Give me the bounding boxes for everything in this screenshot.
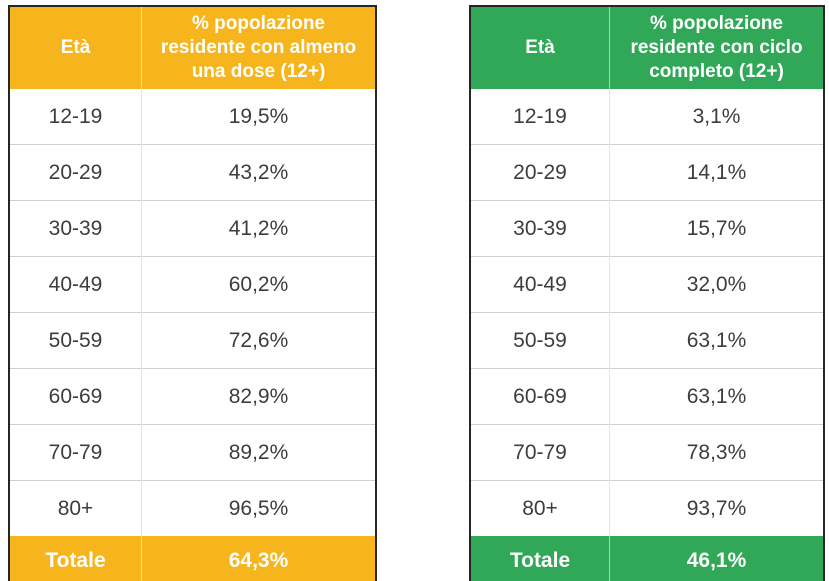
value-cell: 32,0% [609, 256, 824, 313]
value-cell: 78,3% [609, 424, 824, 481]
age-column-header: Età [9, 6, 142, 89]
value-cell: 96,5% [141, 480, 376, 536]
table-row: 40-49 60,2% [9, 256, 376, 313]
age-cell: 70-79 [470, 424, 610, 481]
age-cell: 12-19 [470, 89, 610, 145]
header-row: Età % popolazione residente con ciclo co… [470, 6, 824, 89]
table-first-dose-header: Età % popolazione residente con almeno u… [9, 6, 376, 89]
table-full-cycle-header: Età % popolazione residente con ciclo co… [470, 6, 824, 89]
age-cell: 60-69 [470, 368, 610, 425]
total-label: Totale [9, 536, 142, 581]
age-cell: 70-79 [9, 424, 142, 481]
total-value: 64,3% [141, 536, 376, 581]
table-row: 60-69 63,1% [470, 368, 824, 425]
age-cell: 30-39 [9, 200, 142, 257]
age-cell: 60-69 [9, 368, 142, 425]
age-cell: 20-29 [470, 144, 610, 201]
table-row: 60-69 82,9% [9, 368, 376, 425]
age-cell: 40-49 [9, 256, 142, 313]
table-row: 20-29 43,2% [9, 144, 376, 201]
value-cell: 43,2% [141, 144, 376, 201]
value-cell: 15,7% [609, 200, 824, 257]
age-column-header: Età [470, 6, 610, 89]
age-cell: 50-59 [9, 312, 142, 369]
table-row: 12-19 19,5% [9, 89, 376, 145]
table-first-dose: Età % popolazione residente con almeno u… [8, 5, 377, 581]
value-cell: 60,2% [141, 256, 376, 313]
age-cell: 50-59 [470, 312, 610, 369]
table-full-cycle-footer: Totale 46,1% [470, 536, 824, 581]
table-first-dose-body: 12-19 19,5% 20-29 43,2% 30-39 41,2% 40-4… [9, 89, 376, 536]
value-cell: 82,9% [141, 368, 376, 425]
value-cell: 89,2% [141, 424, 376, 481]
value-column-header: % popolazione residente con ciclo comple… [609, 6, 824, 89]
table-row: 50-59 72,6% [9, 312, 376, 369]
total-value: 46,1% [609, 536, 824, 581]
value-cell: 14,1% [609, 144, 824, 201]
total-row: Totale 64,3% [9, 536, 376, 581]
table-row: 40-49 32,0% [470, 256, 824, 313]
table-row: 30-39 41,2% [9, 200, 376, 257]
table-row: 12-19 3,1% [470, 89, 824, 145]
table-full-cycle: Età % popolazione residente con ciclo co… [469, 5, 825, 581]
table-full-cycle-body: 12-19 3,1% 20-29 14,1% 30-39 15,7% 40-49… [470, 89, 824, 536]
table-row: 50-59 63,1% [470, 312, 824, 369]
table-row: 70-79 89,2% [9, 424, 376, 481]
total-row: Totale 46,1% [470, 536, 824, 581]
table-row: 30-39 15,7% [470, 200, 824, 257]
table-first-dose-footer: Totale 64,3% [9, 536, 376, 581]
header-row: Età % popolazione residente con almeno u… [9, 6, 376, 89]
value-column-header: % popolazione residente con almeno una d… [141, 6, 376, 89]
age-cell: 12-19 [9, 89, 142, 145]
table-row: 80+ 96,5% [9, 480, 376, 536]
table-row: 70-79 78,3% [470, 424, 824, 481]
age-cell: 20-29 [9, 144, 142, 201]
table-row: 20-29 14,1% [470, 144, 824, 201]
age-cell: 80+ [9, 480, 142, 536]
age-cell: 40-49 [470, 256, 610, 313]
age-cell: 30-39 [470, 200, 610, 257]
value-cell: 63,1% [609, 368, 824, 425]
table-row: 80+ 93,7% [470, 480, 824, 536]
total-label: Totale [470, 536, 610, 581]
value-cell: 72,6% [141, 312, 376, 369]
value-cell: 93,7% [609, 480, 824, 536]
value-cell: 3,1% [609, 89, 824, 145]
value-cell: 19,5% [141, 89, 376, 145]
age-cell: 80+ [470, 480, 610, 536]
value-cell: 63,1% [609, 312, 824, 369]
value-cell: 41,2% [141, 200, 376, 257]
